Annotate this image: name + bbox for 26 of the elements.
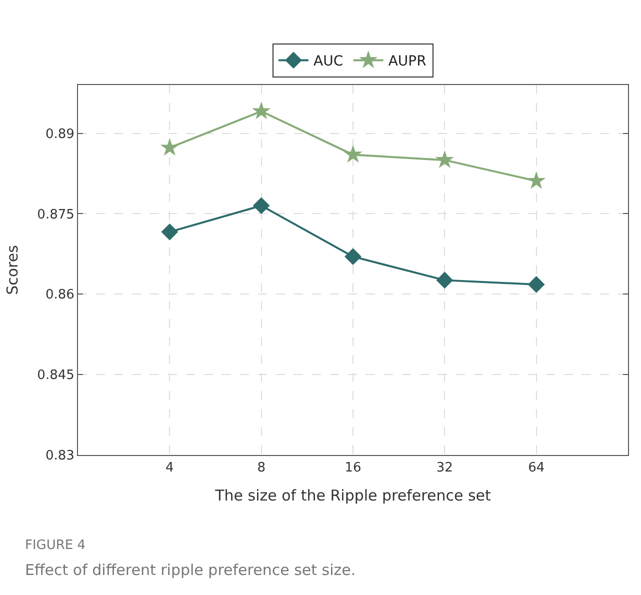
y-tick-label: 0.83 [45, 448, 74, 464]
x-tick-label: 64 [528, 460, 545, 476]
point [161, 223, 178, 240]
point [252, 101, 271, 120]
point [344, 144, 362, 163]
x-tick-label: 4 [166, 460, 174, 476]
point [344, 248, 362, 266]
point [528, 276, 545, 293]
point [252, 197, 270, 214]
point [160, 138, 179, 156]
text: Effect of different ripple preference set size. [25, 561, 356, 579]
caption: FIGURE 4 [25, 538, 86, 553]
x-tick-label: 8 [257, 460, 266, 476]
x-tick-label: 16 [344, 460, 362, 476]
y-tick-label: 0.845 [37, 368, 74, 384]
x-tick-label: 32 [436, 460, 453, 476]
legend-label: AUC [314, 54, 344, 70]
point [527, 171, 546, 189]
y-axis-title: Scores [3, 244, 22, 295]
x-axis-title: The size of the Ripple preference set [214, 486, 491, 505]
y-tick-label: 0.875 [37, 207, 74, 222]
legend-label: AUPR [388, 54, 427, 70]
point [436, 272, 454, 289]
y-tick-label: 0.86 [45, 288, 74, 303]
point [435, 150, 454, 168]
y-tick-label: 0.89 [45, 126, 74, 142]
